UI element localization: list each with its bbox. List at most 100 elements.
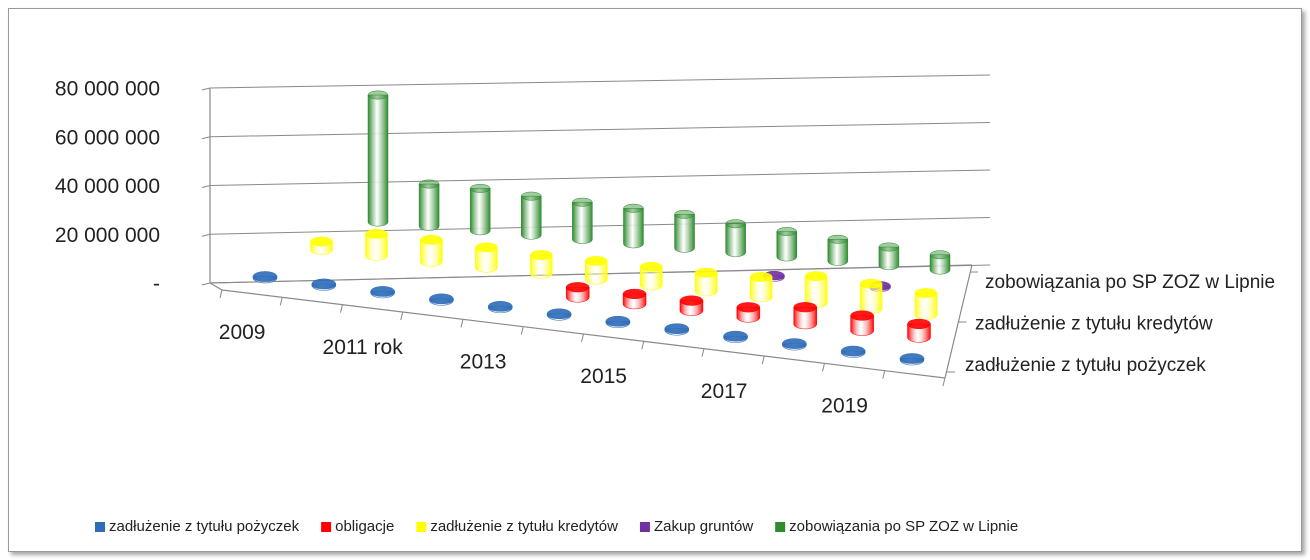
y-tick-label: 80 000 000 [55, 78, 160, 101]
cylinder-top [429, 293, 454, 305]
cylinder [776, 231, 797, 262]
cylinder-top [475, 242, 498, 253]
x-tick [641, 341, 645, 350]
cylinder [367, 94, 389, 227]
cylinder [878, 246, 900, 271]
cylinder-top [907, 318, 931, 330]
x-tick [701, 348, 705, 357]
x-tick [581, 333, 584, 343]
cylinder-top [859, 278, 883, 289]
z-tick-label: zadłużenie z tytułu pożyczek [965, 355, 1206, 376]
grid-line [209, 74, 991, 89]
cylinder [850, 315, 874, 336]
cylinder-top [310, 236, 333, 247]
x-tick [882, 370, 886, 379]
cylinder [694, 272, 718, 297]
cylinder-top [530, 250, 553, 260]
legend-swatch [321, 522, 332, 532]
cylinder-top [725, 219, 746, 229]
cylinder-top [469, 183, 491, 193]
cylinder-top [252, 271, 278, 282]
cylinder [929, 254, 951, 275]
cylinder-top [572, 197, 593, 207]
cylinder [674, 214, 695, 253]
x-tick [279, 297, 283, 306]
cylinder [475, 247, 498, 273]
cylinder-top [565, 282, 590, 293]
legend-label: zadłużenie z tytułu pożyczek [109, 518, 300, 535]
x-tick [340, 304, 343, 313]
cylinder-top [367, 90, 389, 100]
legend-label: zadłużenie z tytułu kredytów [430, 518, 618, 535]
cylinder-top [878, 242, 900, 252]
cylinder-top [664, 323, 689, 334]
grid-line [209, 217, 991, 235]
cylinder [725, 223, 746, 257]
x-tick [761, 355, 765, 365]
cylinder-top [622, 288, 647, 300]
cylinder [907, 323, 931, 343]
cylinder-top [749, 272, 773, 282]
cylinder-top [899, 353, 925, 364]
y-tick [201, 185, 211, 188]
cylinder-top [311, 278, 337, 290]
cylinder [521, 195, 542, 240]
cylinder [585, 260, 608, 285]
wall-edge [209, 282, 223, 291]
x-tick-label: 2017 [701, 380, 748, 403]
cylinder [793, 306, 817, 330]
x-tick [400, 311, 404, 321]
y-tick-label: 20 000 000 [55, 224, 160, 247]
legend-swatch [639, 522, 650, 532]
x-tick-label: 2013 [460, 351, 507, 374]
cylinder-top [418, 179, 440, 189]
cylinder-top [804, 271, 828, 281]
cylinder-top [623, 203, 644, 213]
cylinder [530, 254, 553, 279]
cylinder [827, 239, 849, 266]
x-tick [520, 326, 524, 335]
x-tick-label: 2009 [219, 321, 266, 344]
x-tick-label: 2011 rok [323, 336, 404, 359]
cylinder [469, 188, 491, 236]
cylinder-top [914, 288, 938, 298]
cylinder-top [694, 267, 718, 278]
cylinder-top [736, 302, 761, 313]
x-tick [460, 319, 464, 328]
cylinder [418, 183, 440, 231]
z-tick-label: zobowiązania po SP ZOZ w Lipnie [985, 272, 1275, 293]
grid-line [209, 122, 991, 138]
cylinder [914, 292, 938, 320]
cylinder [639, 266, 663, 291]
cylinder-top [585, 256, 608, 266]
cylinder [572, 201, 593, 244]
grid-line [209, 169, 991, 186]
y-tick-label: 40 000 000 [55, 175, 160, 198]
x-tick-label: 2015 [580, 365, 627, 388]
cylinder-top [929, 250, 951, 260]
legend-label: zobowiązania po SP ZOZ w Lipnie [789, 518, 1018, 535]
x-tick [219, 289, 223, 299]
y-tick-label: - [153, 273, 160, 296]
cylinder-top [723, 330, 748, 342]
cylinder-top [365, 229, 388, 239]
cylinder [365, 233, 388, 261]
cylinder-top [639, 261, 663, 272]
cylinder-top [850, 310, 874, 321]
cylinder-top [420, 234, 443, 245]
legend-swatch [95, 522, 105, 532]
y-tick [201, 87, 211, 91]
cylinder-top [827, 234, 849, 244]
x-tick-label: 2019 [821, 395, 868, 418]
cylinder [623, 208, 644, 249]
cylinder-top [521, 191, 542, 201]
cylinder [749, 276, 773, 303]
z-tick-label: zadłużenie z tytułu kredytów [975, 314, 1213, 335]
legend-label: Zakup gruntów [654, 518, 753, 535]
y-tick-label: 60 000 000 [55, 126, 160, 149]
x-tick [942, 377, 946, 387]
cylinder-top [782, 338, 807, 349]
cylinder-top [370, 286, 395, 297]
